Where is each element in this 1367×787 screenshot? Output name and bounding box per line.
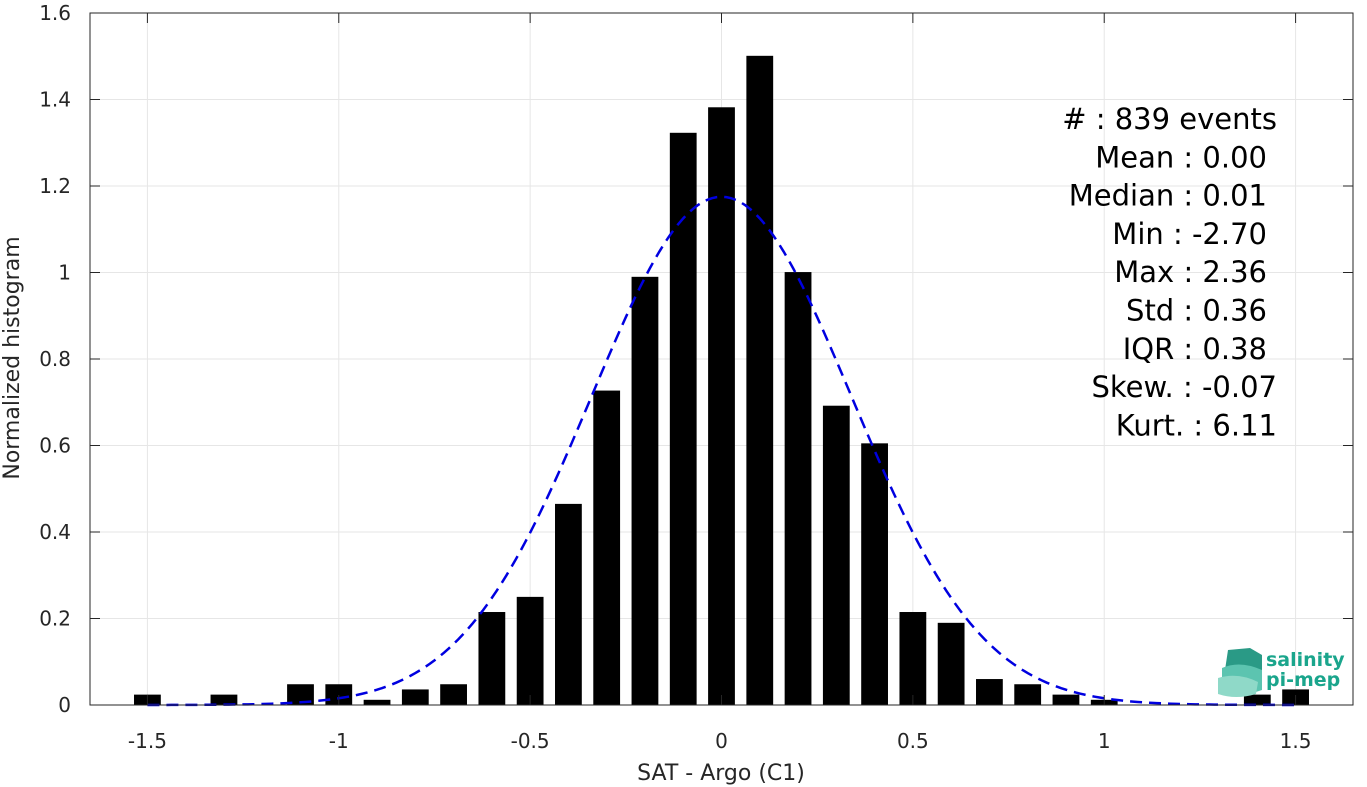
y-tick-label: 1: [58, 261, 71, 285]
x-axis-label: SAT - Argo (C1): [637, 761, 805, 786]
axis-ticks: [90, 12, 1353, 706]
logo-text-pi-mep: pi-mep: [1266, 669, 1340, 691]
histogram-bar: [1014, 684, 1042, 705]
histogram-bar: [708, 107, 735, 705]
stat-line: Max : 2.36: [1114, 255, 1267, 289]
x-tick-label: -1: [329, 729, 349, 753]
histogram-bar: [440, 684, 467, 705]
stat-line: IQR : 0.38: [1123, 332, 1267, 366]
histogram-bar: [822, 405, 850, 705]
histogram-bar: [593, 390, 621, 705]
bars-group: [134, 55, 1309, 706]
y-tick-label: 0.4: [39, 520, 71, 544]
histogram-bar: [1052, 694, 1080, 705]
y-axis-label: Normalized histogram: [0, 236, 25, 479]
histogram-bar: [937, 622, 965, 705]
y-tick-label: 1.6: [39, 1, 71, 25]
x-tick-label: -0.5: [511, 729, 550, 753]
histogram-bar: [555, 503, 582, 705]
histogram-bar: [784, 272, 812, 705]
x-tick-labels: -1.5 -1 -0.5 0 0.5 1 1.5: [128, 729, 1312, 753]
stat-line: Kurt. : 6.11: [1116, 408, 1277, 442]
stat-line: Mean : 0.00: [1095, 140, 1267, 174]
histogram-bar: [899, 612, 927, 705]
y-tick-label: 0.8: [39, 347, 71, 371]
statistics-annotation: # : 839 events Mean : 0.00 Median : 0.01 Mi…: [1062, 102, 1277, 442]
x-tick-label: 0.5: [897, 729, 929, 753]
stat-line: Skew. : -0.07: [1091, 370, 1277, 404]
logo-text-salinity: salinity: [1266, 649, 1345, 671]
histogram-bar: [401, 689, 429, 705]
histogram-bar: [363, 699, 391, 705]
histogram-bar: [1243, 694, 1271, 705]
x-tick-label: 1: [1098, 729, 1111, 753]
histogram-bar: [976, 679, 1003, 705]
histogram-bar: [478, 612, 506, 705]
y-tick-label: 0.6: [39, 434, 71, 458]
y-tick-label: 0.2: [39, 607, 71, 631]
histogram-bar: [631, 276, 659, 705]
x-tick-label: 1.5: [1280, 729, 1312, 753]
histogram-bar: [210, 694, 238, 705]
y-tick-label: 1.2: [39, 174, 71, 198]
logo-emblem-icon: [1218, 648, 1262, 697]
y-tick-label: 0: [58, 693, 71, 717]
stat-line: Min : -2.70: [1112, 217, 1267, 251]
histogram-bar: [516, 596, 544, 705]
stat-line: Std : 0.36: [1126, 294, 1267, 328]
stat-line: Median : 0.01: [1069, 179, 1267, 213]
stat-line: # : 839 events: [1062, 102, 1277, 136]
histogram-bar: [669, 132, 697, 706]
histogram-bar: [287, 684, 314, 705]
histogram-bar: [325, 684, 353, 705]
y-tick-label: 1.4: [39, 88, 71, 112]
y-tick-labels: 0 0.2 0.4 0.6 0.8 1 1.2 1.4 1.6: [39, 1, 71, 717]
x-tick-label: -1.5: [128, 729, 167, 753]
histogram-bar: [861, 443, 888, 705]
histogram-bar: [746, 55, 774, 705]
x-tick-label: 0: [715, 729, 728, 753]
salinity-pi-mep-logo: salinity pi-mep: [1218, 648, 1345, 697]
